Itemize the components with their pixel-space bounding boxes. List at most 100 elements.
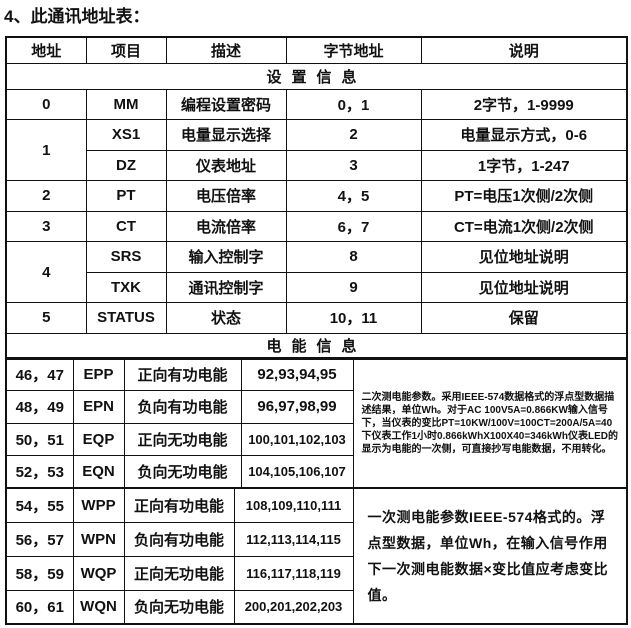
cell-description: 输入控制字 (165, 241, 287, 273)
cell-address: 2 (5, 180, 87, 212)
cell-address: 3 (5, 210, 87, 242)
table-row: 48，49 EPN 负向有功电能 96,97,98,99 (5, 390, 627, 424)
cell-address: 5 (5, 302, 87, 334)
cell-description: 电量显示选择 (165, 119, 287, 151)
table-row: 1 XS1 电量显示选择 2 电量显示方式，0-6 (5, 119, 628, 181)
table-row: TXK 通讯控制字 9 见位地址说明 (6, 271, 628, 303)
cell-bytes: 4，5 (285, 180, 422, 212)
cell-bytes: 3 (285, 149, 422, 181)
cell-item: PT (85, 180, 167, 212)
cell-note: 见位地址说明 (420, 271, 628, 303)
header-row: 地址 项目 描述 字节地址 说明 (5, 36, 628, 64)
cell-note: 2字节，1-9999 (420, 88, 628, 120)
cell-bytes: 92,93,94,95 (240, 357, 354, 391)
cell-bytes: 0，1 (285, 88, 422, 120)
cell-item: WPP (72, 487, 125, 523)
energy-secondary-table: 46，47 EPP 正向有功电能 92,93,94,95 二次测电能参数。采用I… (5, 357, 628, 489)
cell-item: TXK (85, 271, 167, 303)
cell-note: 一次测电能参数IEEE-574格式的。浮点型数据，单位Wh，在输入信号作用下一次… (352, 487, 628, 625)
energy-primary-table: 54，55 WPP 正向有功电能 108,109,110,111 一次测电能参数… (5, 487, 628, 625)
header-note: 说明 (420, 36, 628, 64)
cell-address: 56，57 (5, 521, 74, 557)
cell-bytes: 200,201,202,203 (233, 589, 354, 625)
cell-note: 见位地址说明 (420, 241, 628, 273)
section-settings: 设置信息 (5, 62, 628, 90)
cell-item: CT (85, 210, 167, 242)
table-row: 3 CT 电流倍率 6，7 CT=电流1次侧/2次侧 (5, 210, 628, 242)
cell-note: 电量显示方式，0-6 (420, 119, 628, 151)
cell-item: DZ (85, 149, 167, 181)
cell-address: 0 (5, 88, 87, 120)
cell-bytes: 6，7 (285, 210, 422, 242)
cell-description: 正向有功电能 (123, 487, 235, 523)
table-row: 50，51 EQP 正向无功电能 100,101,102,103 (5, 422, 627, 456)
cell-address: 60，61 (5, 589, 74, 625)
header-item: 项目 (85, 36, 167, 64)
cell-item: WQN (72, 589, 125, 625)
cell-description: 状态 (165, 302, 287, 334)
cell-description: 仪表地址 (165, 149, 287, 181)
cell-address: 1 (5, 119, 87, 181)
cell-address: 52，53 (5, 455, 74, 489)
cell-item: EQN (72, 455, 125, 489)
table-row: 56，57 WPN 负向有功电能 112,113,114,115 (5, 521, 627, 557)
table-row: 52，53 EQN 负向无功电能 104,105,106,107 (5, 455, 627, 489)
table-row: 54，55 WPP 正向有功电能 108,109,110,111 一次测电能参数… (5, 487, 628, 625)
cell-bytes: 104,105,106,107 (240, 455, 354, 489)
header-byte-address: 字节地址 (285, 36, 422, 64)
cell-item: EPP (72, 357, 125, 391)
cell-bytes: 96,97,98,99 (240, 390, 354, 424)
cell-description: 正向无功电能 (123, 422, 242, 456)
cell-description: 电压倍率 (165, 180, 287, 212)
header-address: 地址 (5, 36, 87, 64)
table-row: DZ 仪表地址 3 1字节，1-247 (6, 149, 628, 181)
cell-item: EPN (72, 390, 125, 424)
cell-bytes: 2 (285, 119, 422, 151)
cell-bytes: 10，11 (285, 302, 422, 334)
cell-note: 保留 (420, 302, 628, 334)
cell-bytes: 8 (285, 241, 422, 273)
cell-item: MM (85, 88, 167, 120)
table-row: 5 STATUS 状态 10，11 保留 (5, 302, 628, 334)
cell-address: 58，59 (5, 555, 74, 591)
cell-address: 54，55 (5, 487, 74, 523)
section-energy: 电能信息 (5, 332, 628, 360)
cell-item: EQP (72, 422, 125, 456)
header-description: 描述 (165, 36, 287, 64)
cell-description: 正向无功电能 (123, 555, 235, 591)
cell-item: WQP (72, 555, 125, 591)
cell-bytes: 108,109,110,111 (233, 487, 354, 523)
cell-item: WPN (72, 521, 125, 557)
cell-note: 1字节，1-247 (420, 149, 628, 181)
cell-bytes: 116,117,118,119 (233, 555, 354, 591)
cell-note: 二次测电能参数。采用IEEE-574数据格式的浮点型数据描述结果，单位Wh。对于… (352, 357, 628, 489)
cell-bytes: 9 (285, 271, 422, 303)
cell-item: STATUS (85, 302, 167, 334)
table-row: 58，59 WQP 正向无功电能 116,117,118,119 (5, 555, 627, 591)
cell-address: 4 (5, 241, 87, 303)
cell-description: 负向无功电能 (123, 589, 235, 625)
cell-address: 48，49 (5, 390, 74, 424)
table-row: 0 MM 编程设置密码 0，1 2字节，1-9999 (5, 88, 628, 120)
table-row: 2 PT 电压倍率 4，5 PT=电压1次侧/2次侧 (5, 180, 628, 212)
cell-item: XS1 (85, 119, 167, 151)
cell-description: 负向无功电能 (123, 455, 242, 489)
cell-description: 通讯控制字 (165, 271, 287, 303)
cell-description: 电流倍率 (165, 210, 287, 242)
cell-description: 编程设置密码 (165, 88, 287, 120)
cell-item: SRS (85, 241, 167, 273)
cell-note: CT=电流1次侧/2次侧 (420, 210, 628, 242)
cell-note: PT=电压1次侧/2次侧 (420, 180, 628, 212)
table-row: 60，61 WQN 负向无功电能 200,201,202,203 (5, 589, 627, 625)
cell-address: 50，51 (5, 422, 74, 456)
settings-table: 地址 项目 描述 字节地址 说明 设置信息 0 MM 编程设置密码 0，1 2字… (5, 36, 628, 360)
table-row: 46，47 EPP 正向有功电能 92,93,94,95 二次测电能参数。采用I… (5, 357, 628, 489)
cell-bytes: 112,113,114,115 (233, 521, 354, 557)
table-row: 4 SRS 输入控制字 8 见位地址说明 (5, 241, 628, 303)
cell-description: 正向有功电能 (123, 357, 242, 391)
cell-description: 负向有功电能 (123, 521, 235, 557)
cell-bytes: 100,101,102,103 (240, 422, 354, 456)
cell-address: 46，47 (5, 357, 74, 391)
cell-description: 负向有功电能 (123, 390, 242, 424)
section-title: 4、此通讯地址表： (4, 7, 150, 26)
